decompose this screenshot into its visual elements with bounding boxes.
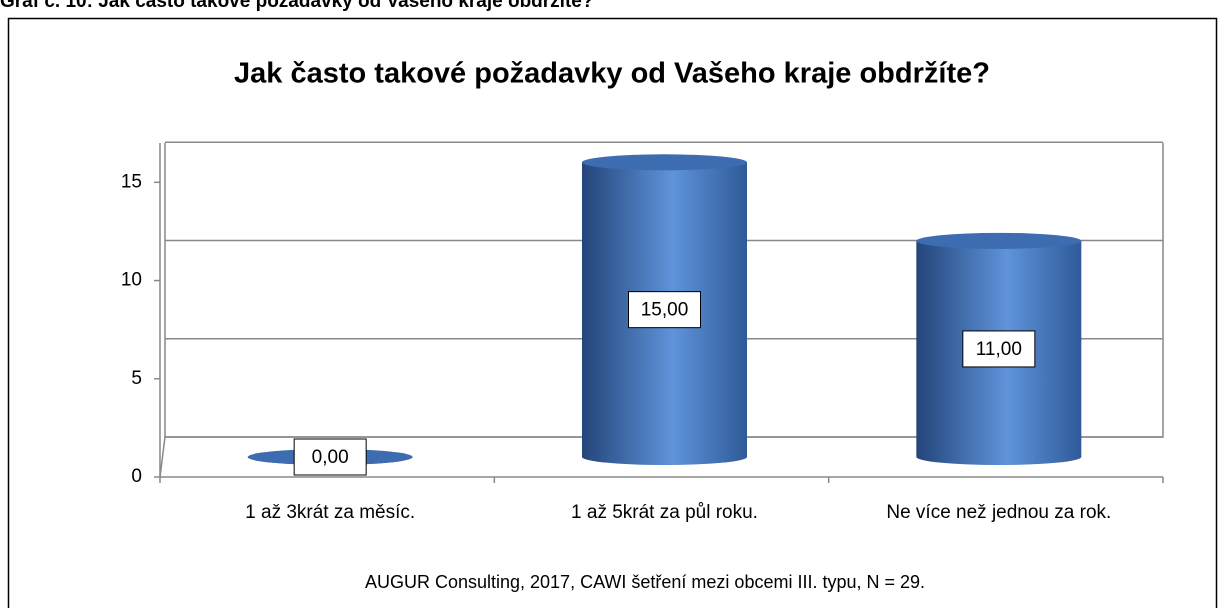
chart-border [7, 17, 1218, 608]
y-tick-label: 10 [121, 270, 142, 291]
chart-title: Jak často takové požadavky od Vašeho kra… [234, 58, 990, 90]
value-label: 0,00 [312, 447, 349, 468]
x-tick-label: Ne více než jednou za rok. [886, 502, 1111, 523]
value-label: 11,00 [976, 339, 1022, 360]
y-tick-label: 15 [121, 171, 142, 192]
x-tick-label: 1 až 3krát za měsíc. [245, 502, 415, 523]
y-tick-label: 5 [131, 368, 142, 389]
caption: Graf č. 10: Jak často takové požadavky o… [0, 0, 593, 12]
value-label-box [293, 438, 367, 476]
y-tick-label: 0 [131, 466, 142, 487]
floor-edge [159, 436, 166, 478]
value-label-box [962, 330, 1036, 368]
value-label: 15,00 [641, 300, 689, 321]
value-label-box [628, 291, 701, 329]
x-tick-label: 1 až 5krát za půl roku. [571, 502, 758, 523]
source: AUGUR Consulting, 2017, CAWI šetření mez… [365, 572, 925, 592]
